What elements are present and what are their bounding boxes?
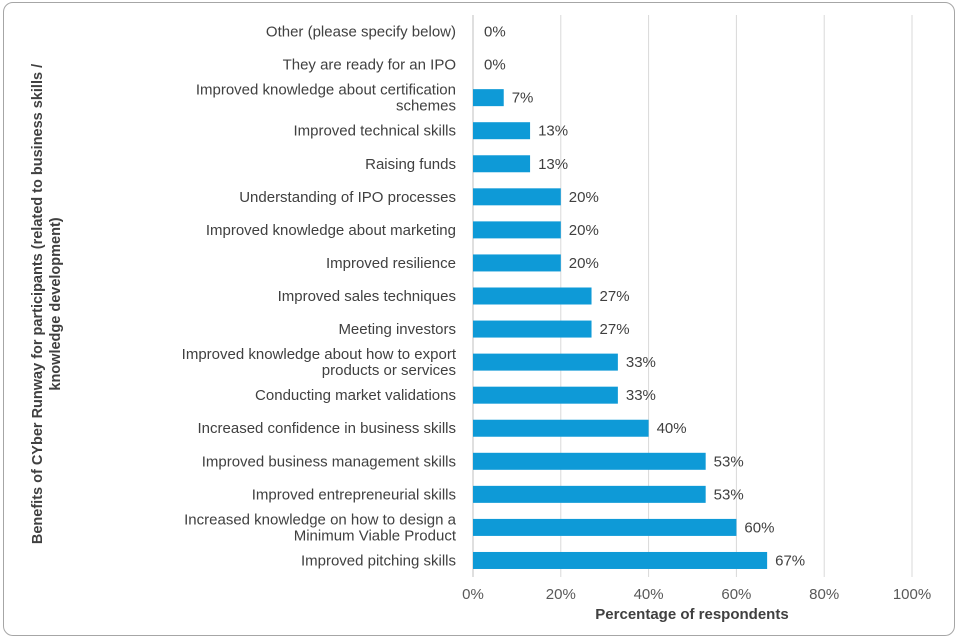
category-label-line: Increased confidence in business skills [198,420,456,437]
category-label: Improved business management skills [202,453,456,470]
category-label-line: They are ready for an IPO [283,57,456,74]
category-label-line: Improved knowledge about marketing [206,222,456,239]
data-label: 27% [600,321,630,338]
category-label: Raising funds [365,156,456,173]
bar [473,122,531,140]
data-label: 7% [512,90,534,107]
data-label: 20% [569,222,599,239]
data-label: 20% [569,189,599,206]
bar [473,155,531,173]
category-label-line: Improved technical skills [293,123,456,140]
category-label-line: Improved resilience [326,255,456,272]
gridlines [472,15,913,577]
x-tick-label: 100% [893,586,931,603]
x-tick-label: 80% [809,586,839,603]
category-labels: Other (please specify below) They are rea… [182,24,457,570]
value-labels: 0%0%7%13%13%20%20%20%27%27%33%33%40%53%5… [484,24,805,570]
category-label: Increased confidence in business skills [198,420,456,437]
category-label-line: Minimum Viable Product [294,527,457,544]
category-label: Improved technical skills [293,123,456,140]
category-label: Improved resilience [326,255,456,272]
category-label: They are ready for an IPO [283,57,456,74]
data-label: 60% [744,519,774,536]
category-label: Improved pitching skills [301,552,456,569]
category-label: Improved entrepreneurial skills [252,486,456,503]
bar [473,320,592,338]
bar [473,188,561,206]
data-label: 0% [484,24,506,41]
category-label-line: Improved knowledge about certification [196,82,456,99]
data-label: 33% [626,387,656,404]
data-label: 53% [714,486,744,503]
category-label-line: Conducting market validations [255,387,456,404]
x-tick-label: 60% [721,586,751,603]
data-label: 13% [538,123,568,140]
category-label: Increased knowledge on how to design a Mi… [184,511,457,544]
category-label-line: Raising funds [365,156,456,173]
bar [473,254,561,272]
bar [473,419,649,437]
data-label: 40% [657,420,687,437]
data-label: 20% [569,255,599,272]
y-axis-title-line: knowledge development) [48,217,64,390]
category-label: Understanding of IPO processes [239,189,456,206]
category-label: Meeting investors [338,321,456,338]
category-label-line: Improved sales techniques [278,288,456,305]
category-label: Other (please specify below) [266,24,456,41]
category-label-line: Meeting investors [338,321,456,338]
y-axis-title-line: Benefits of CYber Runway for participant… [30,64,46,544]
data-label: 13% [538,156,568,173]
category-label: Conducting market validations [255,387,456,404]
bar [473,452,706,470]
bar [473,287,592,305]
bar [473,518,737,536]
category-label-line: Improved knowledge about how to export [182,346,457,363]
category-label-line: Improved pitching skills [301,552,456,569]
category-label: Improved knowledge about marketing [206,222,456,239]
x-tick-label: 0% [462,586,484,603]
x-tick-label: 40% [634,586,664,603]
bar [473,353,618,371]
category-label-line: products or services [322,362,456,379]
category-label: Improved sales techniques [278,288,456,305]
x-tick-labels: 0% 20% 40% 60% 80% 100% [462,586,931,603]
bars [473,89,768,569]
x-tick-label: 20% [546,586,576,603]
category-label-line: Understanding of IPO processes [239,189,456,206]
y-axis-title: Benefits of CYber Runway for participant… [30,64,64,544]
data-label: 0% [484,57,506,74]
category-label-line: schemes [396,98,456,115]
data-label: 67% [775,552,805,569]
x-axis-title: Percentage of respondents [595,606,788,623]
data-label: 33% [626,354,656,371]
bar [473,485,706,503]
y-axis-title-text: Benefits of CYber Runway for participant… [30,64,64,544]
data-label: 27% [600,288,630,305]
category-label-line: Other (please specify below) [266,24,456,41]
category-label-line: Increased knowledge on how to design a [184,511,457,528]
bar [473,221,561,239]
category-label-line: Improved business management skills [202,453,456,470]
bar [473,386,618,404]
category-label: Improved knowledge about certification sc… [196,82,456,115]
bar [473,551,768,569]
category-label-line: Improved entrepreneurial skills [252,486,456,503]
category-label: Improved knowledge about how to export pr… [182,346,457,379]
bar [473,89,504,107]
data-label: 53% [714,453,744,470]
